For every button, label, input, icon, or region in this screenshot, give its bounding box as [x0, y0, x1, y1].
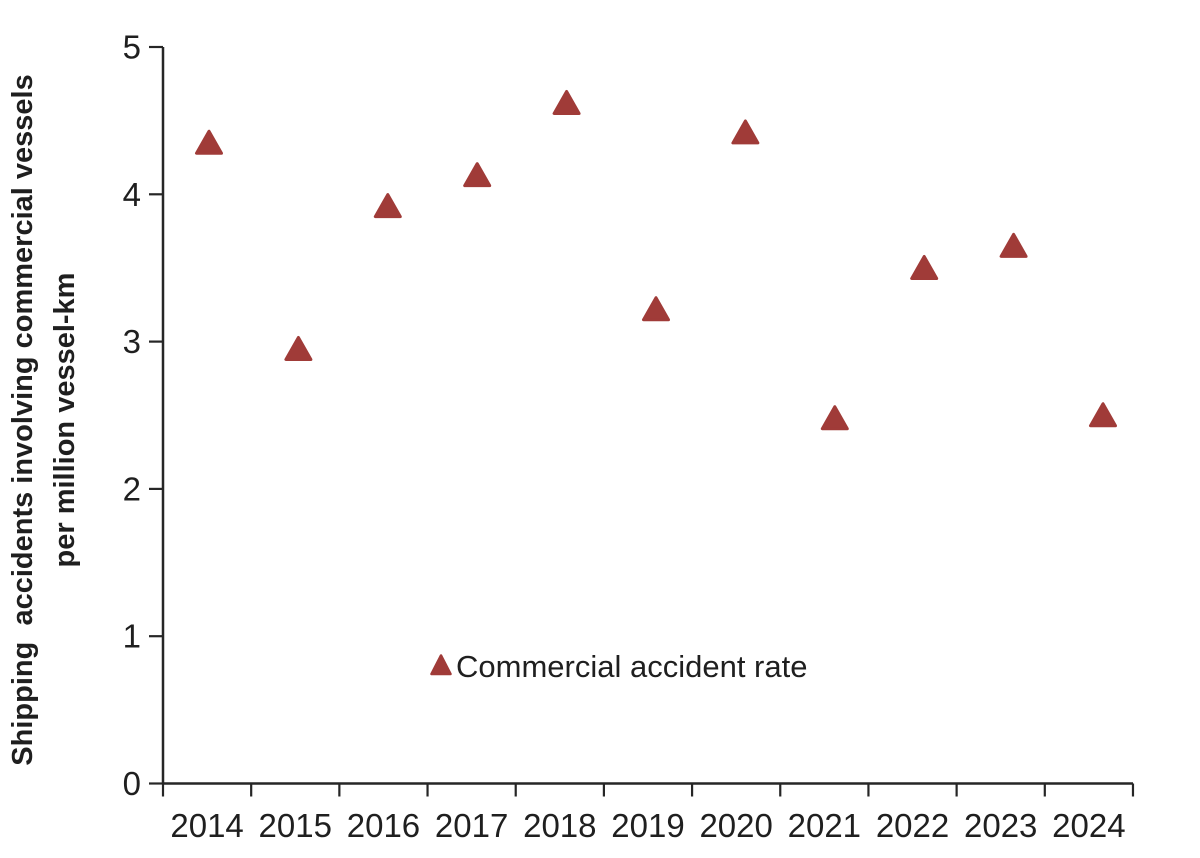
y-tick-label: 2 [123, 470, 141, 507]
legend-label: Commercial accident rate [456, 649, 807, 684]
x-tick-label-2016: 2016 [347, 807, 420, 844]
y-tick-label: 5 [123, 29, 141, 66]
legend-marker-icon [430, 654, 452, 676]
data-point-2015 [284, 335, 313, 361]
y-tick-label: 1 [123, 618, 141, 655]
data-point-2017 [463, 162, 492, 188]
data-point-2018 [552, 89, 581, 115]
x-tick-label-2024: 2024 [1052, 807, 1125, 844]
y-axis-title-line-1: Shipping accidents involving commercial … [7, 74, 39, 765]
x-tick-label-2023: 2023 [964, 807, 1037, 844]
x-tick-label-2020: 2020 [699, 807, 772, 844]
data-point-2021 [820, 405, 849, 431]
y-tick-label: 0 [123, 765, 141, 802]
data-point-2020 [731, 119, 760, 145]
data-point-2019 [642, 296, 670, 322]
data-point-2023 [999, 232, 1028, 258]
y-tick-label: 4 [123, 176, 141, 213]
x-tick-label-2018: 2018 [523, 807, 596, 844]
x-tick-label-2014: 2014 [170, 807, 243, 844]
data-point-2022 [910, 254, 939, 280]
x-tick-label-2015: 2015 [259, 807, 332, 844]
data-point-2016 [373, 193, 402, 219]
y-axis-title-line-2: per million vessel-km [49, 273, 81, 568]
x-tick-label-2022: 2022 [876, 807, 949, 844]
x-tick-label-2017: 2017 [435, 807, 508, 844]
data-point-2024 [1089, 402, 1117, 428]
legend: Commercial accident rate [430, 649, 807, 684]
x-tick-label-2021: 2021 [788, 807, 861, 844]
x-tick-label-2019: 2019 [611, 807, 684, 844]
y-tick-label: 3 [123, 323, 141, 360]
data-point-2014 [195, 129, 223, 155]
